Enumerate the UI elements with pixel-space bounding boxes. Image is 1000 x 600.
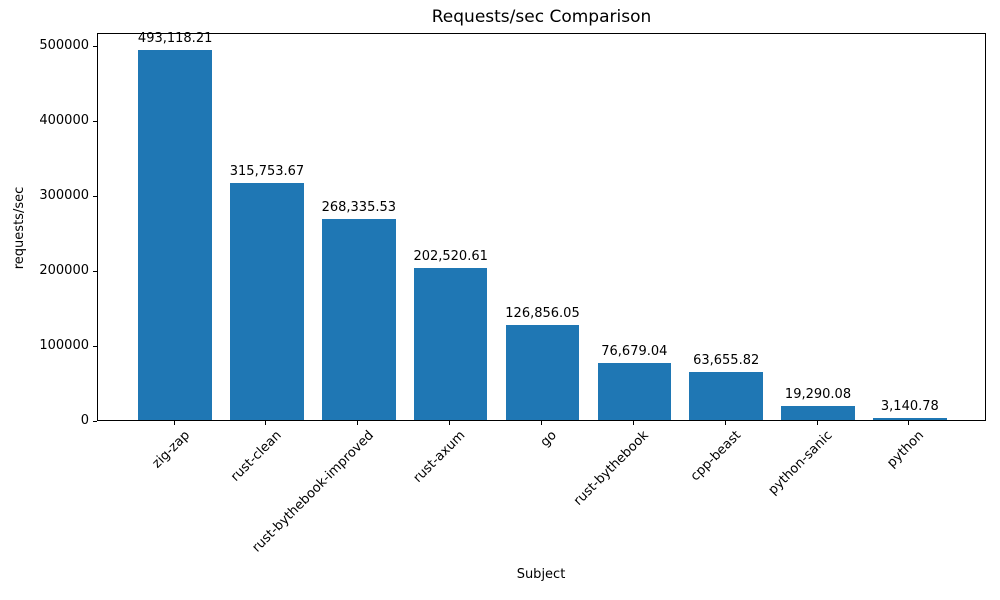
y-tick-label: 300000 <box>39 188 89 204</box>
x-tick-label-rust-clean: rust-clean <box>227 428 285 485</box>
chart-title: Requests/sec Comparison <box>431 7 652 27</box>
bar-zig-zap <box>138 50 212 420</box>
x-tick-mark <box>816 421 818 425</box>
bar-go <box>505 324 580 420</box>
x-tick-label-cpp-beast: cpp-beast <box>687 428 744 485</box>
bar-value-label: 493,118.21 <box>137 31 213 47</box>
x-tick-mark <box>357 421 359 425</box>
x-tick-mark <box>541 421 542 425</box>
x-tick-mark <box>724 421 726 425</box>
y-tick-mark <box>93 345 97 347</box>
x-tick-mark <box>265 421 267 425</box>
x-tick-label-rust-bythebook: rust-bythebook <box>571 428 652 509</box>
bar-value-label: 76,679.04 <box>601 343 668 359</box>
plot-area: 493,118.21 315,753.67 268,335.53 202,520.61… <box>97 31 986 421</box>
x-tick-label-zig-zap: zig-zap <box>149 428 193 472</box>
bar-rust-bythebook-improved <box>322 218 396 420</box>
bar-python-sanic <box>781 405 855 420</box>
x-tick-label-go: go <box>538 428 561 451</box>
bar-value-label: 3,140.78 <box>880 398 939 414</box>
x-tick-mark <box>449 421 451 425</box>
y-tick-label: 200000 <box>39 263 89 279</box>
bar-value-label: 315,753.67 <box>229 164 305 180</box>
bar-cpp-beast <box>689 372 763 420</box>
y-tick-label: 0 <box>80 413 89 428</box>
y-tick-label: 400000 <box>39 113 89 129</box>
y-tick-mark <box>93 195 97 197</box>
x-axis-label: Subject <box>516 567 566 582</box>
y-tick-mark <box>93 120 97 122</box>
bar-python <box>873 417 947 420</box>
x-tick-mark <box>908 421 910 425</box>
x-tick-mark <box>632 421 634 425</box>
x-tick-mark <box>173 421 175 425</box>
bar-value-label: 202,520.61 <box>413 249 488 265</box>
y-tick-label: 500000 <box>39 38 89 54</box>
y-tick-mark <box>93 420 97 422</box>
y-axis-label: requests/sec <box>12 186 27 270</box>
bar-rust-clean <box>230 183 304 420</box>
x-tick-label-python-sanic: python-sanic <box>765 428 836 498</box>
bar-value-label: 19,290.08 <box>784 386 852 402</box>
y-tick-label: 100000 <box>39 338 89 354</box>
bar-value-label: 63,655.82 <box>693 353 760 369</box>
bar-value-label: 268,335.53 <box>321 199 397 215</box>
bar-value-label: 126,856.05 <box>505 305 580 321</box>
bar-rust-axum <box>413 268 488 420</box>
bar-rust-bythebook <box>597 362 672 420</box>
x-tick-label-rust-axum: rust-axum <box>410 428 469 486</box>
y-tick-mark <box>93 45 97 47</box>
x-tick-label-python: python <box>884 428 928 471</box>
y-tick-mark <box>93 270 97 272</box>
